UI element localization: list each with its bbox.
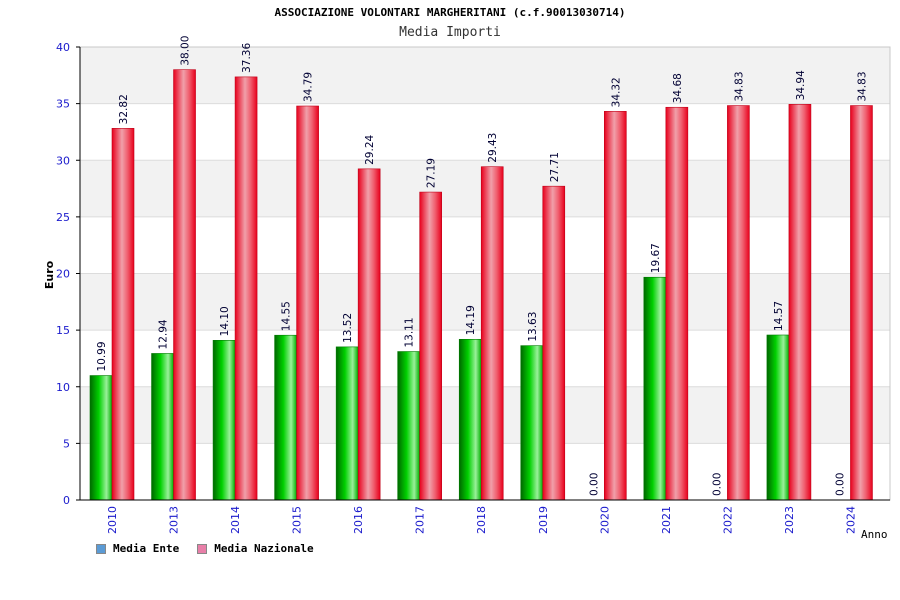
bar-value-label: 13.11 [404,317,416,347]
x-tick-label: 2017 [414,506,427,534]
bar-value-label: 0.00 [834,473,846,496]
x-tick-label: 2010 [106,506,119,534]
bar-media-ente [458,338,482,501]
bar-value-label: 14.57 [773,301,785,331]
bar-value-label: 0.00 [711,473,723,496]
bar-value-label: 13.63 [527,312,539,342]
bar-value-label: 34.32 [610,77,622,107]
x-tick-label: 2023 [783,506,796,534]
y-tick-label: 15 [56,324,70,337]
bar-media-nazionale [234,76,258,501]
bar-media-nazionale [173,69,196,501]
y-tick-label: 20 [56,268,70,281]
x-tick-label: 2018 [475,506,488,534]
grid-band [80,47,890,104]
bar-value-label: 12.94 [158,319,170,349]
x-tick-label: 2016 [352,506,365,534]
x-tick-label: 2020 [598,506,611,534]
y-tick-label: 0 [63,494,70,507]
bar-value-label: 34.83 [856,71,868,101]
bar-media-ente [766,334,790,501]
x-tick-label: 2014 [229,506,242,534]
bar-media-nazionale [850,105,873,501]
bar-value-label: 14.19 [465,305,477,335]
bar-value-label: 0.00 [588,473,600,496]
bar-media-ente [89,375,113,501]
bar-media-ente [274,334,297,501]
bar-value-label: 19.67 [650,243,662,273]
y-axis-label: Euro [43,260,56,289]
y-tick-label: 5 [63,437,70,450]
bar-value-label: 38.00 [180,36,192,66]
legend: Media Ente Media Nazionale [96,542,314,555]
x-tick-label: 2024 [844,506,857,534]
bar-media-nazionale [111,128,135,501]
bar-value-label: 14.10 [219,306,231,336]
y-tick-label: 30 [56,154,70,167]
grid-band [80,103,890,161]
bar-value-label: 34.79 [303,72,315,102]
y-tick-label: 40 [56,41,70,54]
chart-title: ASSOCIAZIONE VOLONTARI MARGHERITANI (c.f… [274,6,626,19]
x-axis: 2010 2013 2014 2015 2016 2017 2018 2019 2020 2021… [80,499,890,534]
bar-media-nazionale [727,105,750,501]
bar-media-ente [212,340,236,501]
bar-value-label: 29.43 [487,133,499,163]
bar-media-nazionale [357,168,381,501]
bar-media-nazionale [419,191,442,501]
bar-value-label: 32.82 [118,94,130,124]
y-tick-label: 35 [56,98,70,111]
bar-media-ente [643,276,667,501]
bar-labels-group: 10.99 32.82 12.94 38.00 14.10 37.36 14.55 34.79… [96,36,868,496]
bar-value-label: 34.94 [795,70,807,100]
bar-media-ente [151,353,174,501]
legend-label-media-nazionale: Media Nazionale [214,542,314,555]
y-axis: 0 5 10 15 20 25 30 35 40 [56,41,81,507]
bar-value-label: 37.36 [241,43,253,73]
x-axis-label: Anno [861,528,888,541]
bar-media-ente [397,351,420,501]
y-tick-label: 25 [56,211,70,224]
bar-value-label: 27.71 [549,152,561,182]
bar-media-nazionale [665,106,689,501]
bar-media-ente [335,346,359,501]
legend-item-media-ente: Media Ente [96,542,179,555]
bar-value-label: 34.83 [733,71,745,101]
y-tick-label: 10 [56,381,70,394]
bar-value-label: 34.68 [672,73,684,103]
bar-media-ente [520,345,544,501]
bars-group [89,69,873,501]
x-tick-label: 2021 [660,506,673,534]
legend-item-media-nazionale: Media Nazionale [197,542,314,555]
bar-value-label: 14.55 [281,301,293,331]
bar-value-label: 29.24 [364,134,376,164]
bar-media-nazionale [480,166,504,501]
bar-value-label: 27.19 [426,158,438,188]
legend-label-media-ente: Media Ente [113,542,180,555]
x-tick-label: 2019 [537,506,550,534]
bar-media-nazionale [604,111,627,501]
bar-media-nazionale [296,105,319,501]
x-tick-label: 2013 [168,506,181,534]
legend-swatch-media-ente [96,543,106,554]
bar-value-label: 10.99 [96,341,108,371]
legend-swatch-media-nazionale [197,543,208,554]
x-tick-label: 2022 [721,506,734,534]
bar-value-label: 13.52 [342,313,354,343]
bar-media-nazionale [788,104,812,501]
x-tick-label: 2015 [291,506,304,534]
chart-subtitle: Media Importi [399,25,501,40]
bar-media-nazionale [542,185,566,501]
